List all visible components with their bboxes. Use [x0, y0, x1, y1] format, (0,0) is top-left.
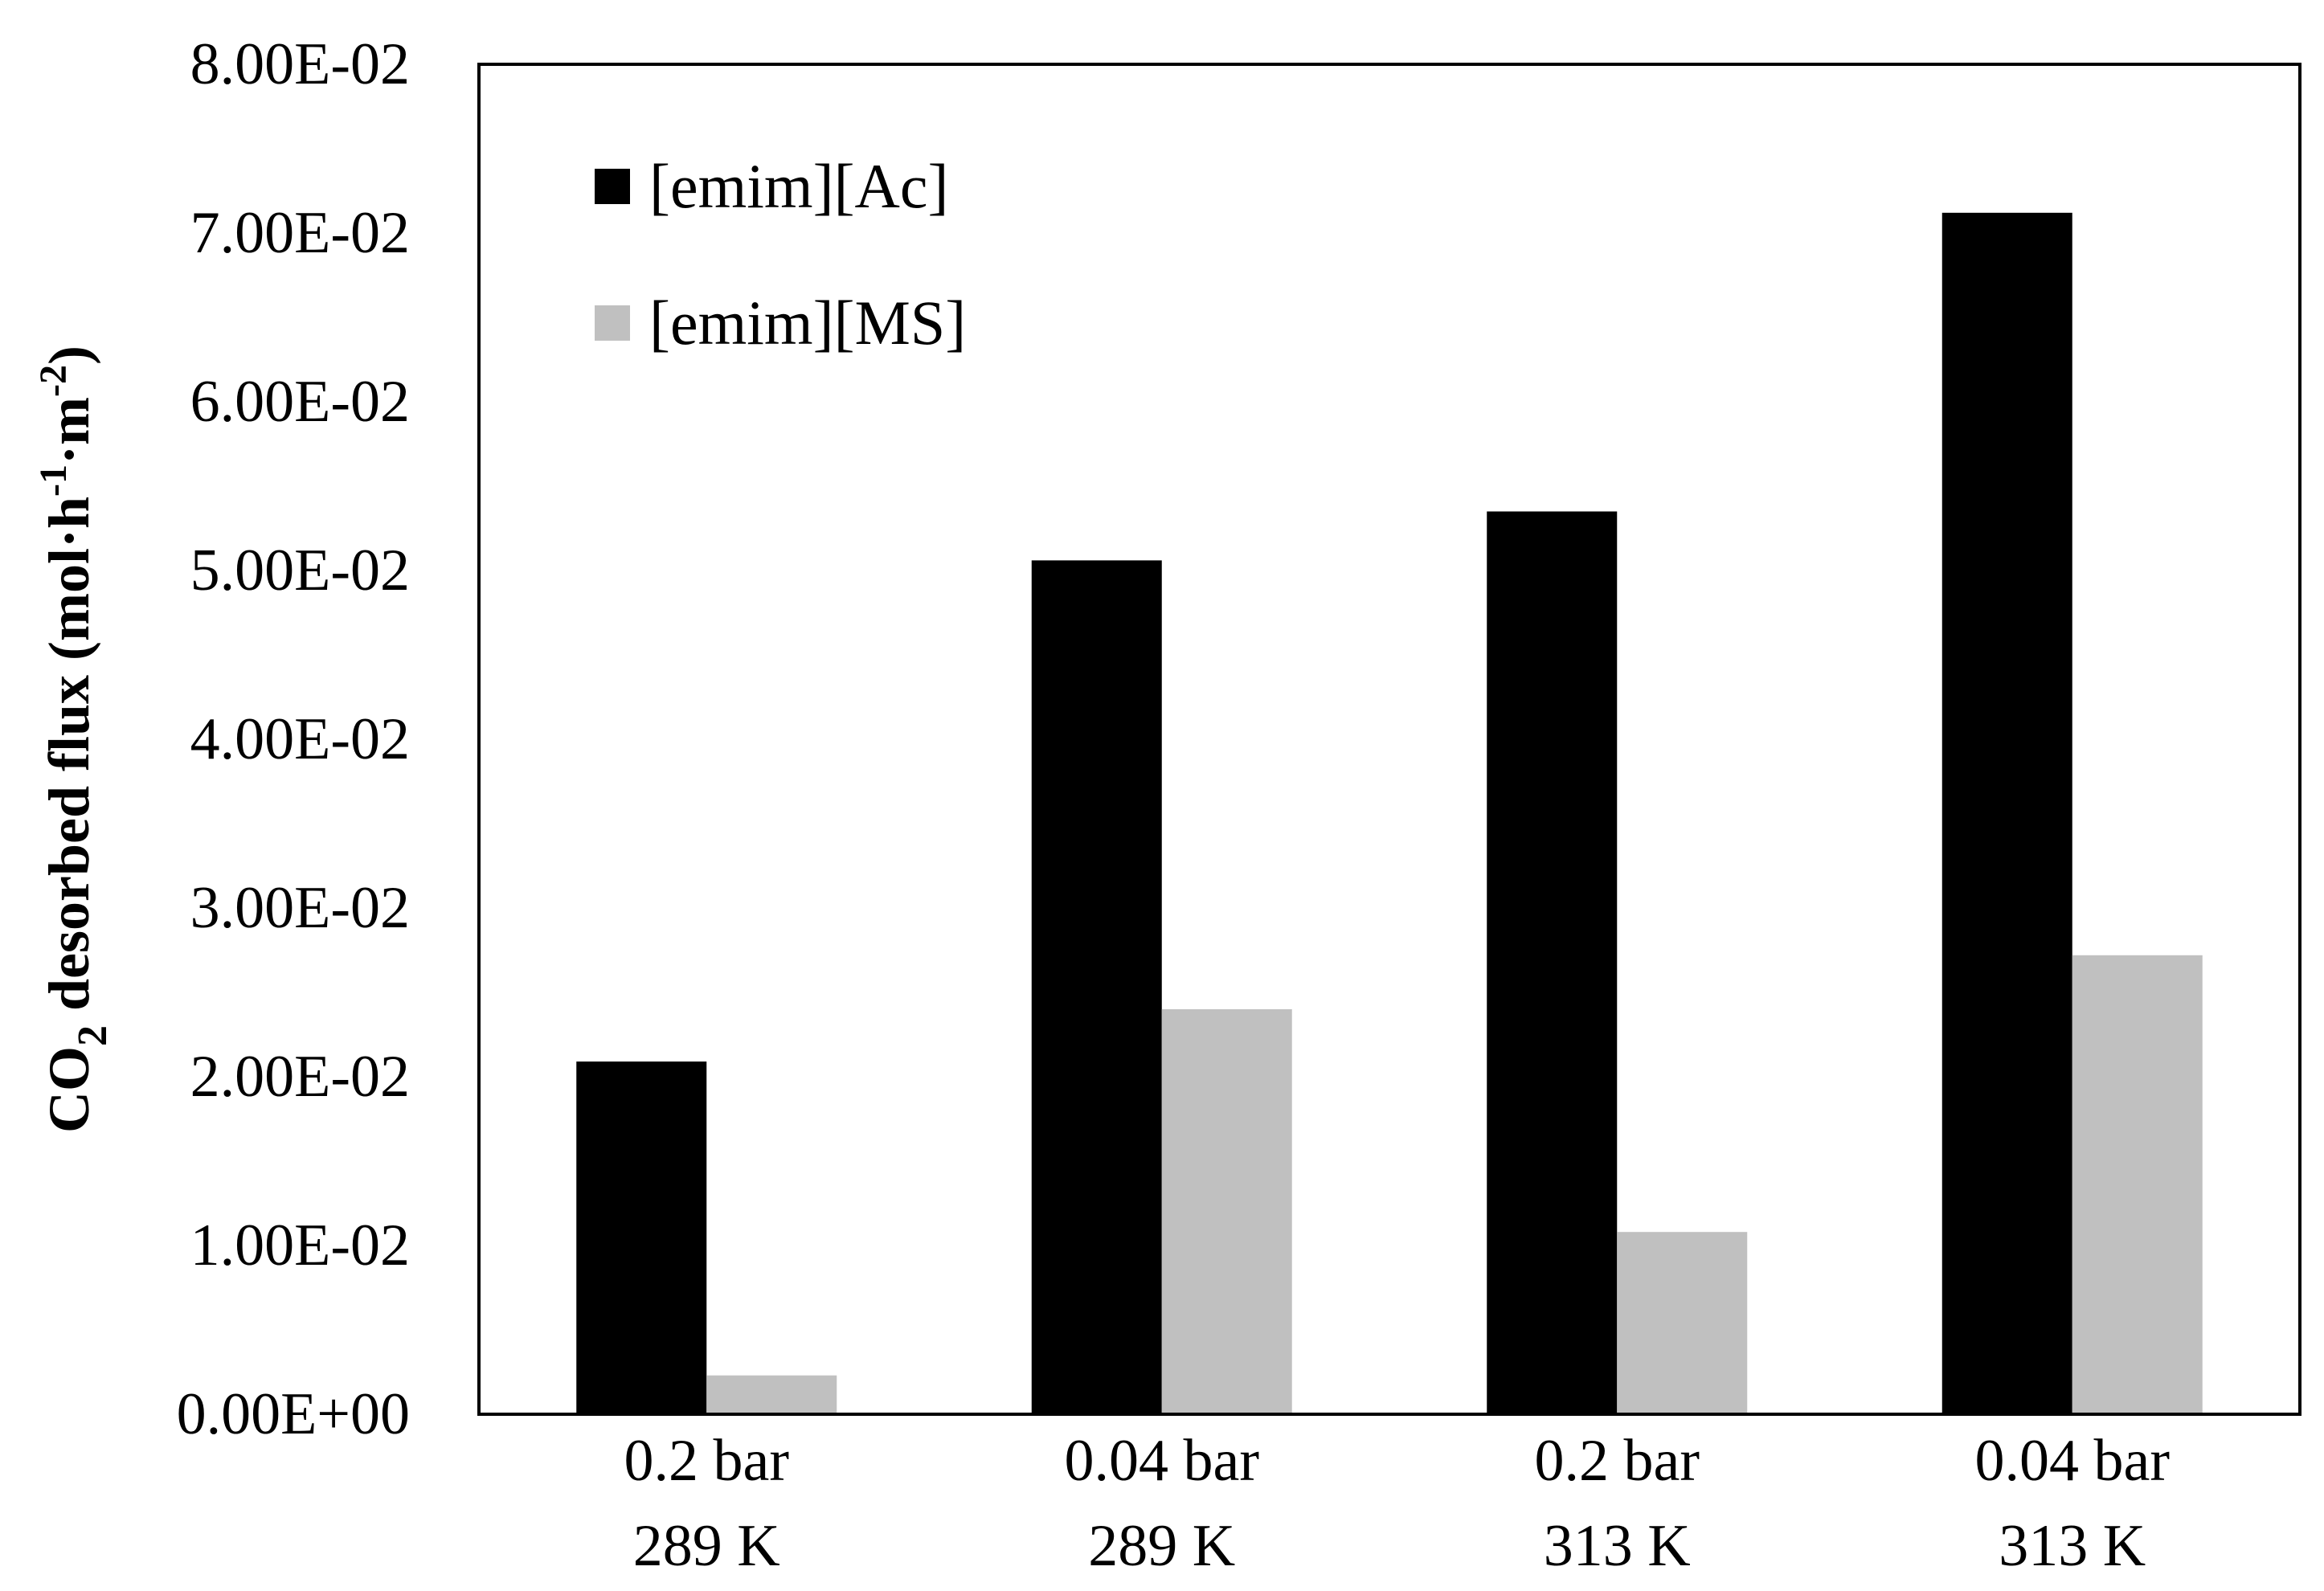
x-category-label-line2: 289 K	[1088, 1513, 1235, 1579]
x-category-label-line1: 0.2 bar	[1535, 1428, 1700, 1494]
bar-emim-ms	[1161, 1009, 1292, 1414]
y-tick-label: 6.00E-02	[190, 369, 410, 435]
bar-emim-ac	[1031, 560, 1162, 1414]
y-tick-label: 1.00E-02	[190, 1213, 410, 1278]
legend: [emim][Ac] [emim][MS]	[595, 151, 966, 358]
x-category-label-line2: 313 K	[1999, 1513, 2146, 1579]
bar-emim-ac	[1941, 212, 2072, 1414]
y-tick-label: 5.00E-02	[190, 538, 410, 603]
legend-label: [emim][MS]	[649, 288, 966, 358]
bar-emim-ac	[1487, 511, 1618, 1414]
bar-emim-ms	[2072, 955, 2203, 1414]
x-category-label-line1: 0.04 bar	[1065, 1428, 1260, 1494]
y-tick-label: 7.00E-02	[190, 200, 410, 266]
bar-emim-ms	[1617, 1232, 1748, 1414]
y-axis-label-superscript-1: -1	[32, 464, 75, 497]
legend-swatch	[595, 305, 630, 341]
y-axis-ticks: 0.00E+00 1.00E-02 2.00E-02 3.00E-02 4.00E-02…	[177, 31, 410, 1447]
y-tick-label: 4.00E-02	[190, 706, 410, 772]
y-axis-label-superscript-2: -2	[32, 365, 75, 397]
bars-group	[576, 212, 2203, 1414]
y-tick-label: 2.00E-02	[190, 1044, 410, 1110]
bar-emim-ac	[576, 1061, 707, 1414]
y-tick-label: 3.00E-02	[190, 875, 410, 941]
y-axis-label-suffix: )	[37, 346, 101, 365]
legend-label: [emim][Ac]	[649, 151, 948, 221]
y-axis-label-subscript: 2	[70, 1025, 116, 1046]
y-axis-label-mid: ·m	[37, 397, 101, 464]
y-axis-label: CO2 desorbed flux (mol·h-1·m-2)	[32, 346, 116, 1133]
y-tick-label: 0.00E+00	[177, 1381, 410, 1447]
y-axis-label-main: desorbed flux (mol·h	[37, 497, 101, 1025]
x-category-label-line2: 313 K	[1544, 1513, 1691, 1579]
x-category-label-line1: 0.04 bar	[1975, 1428, 2171, 1494]
y-axis-label-prefix: CO	[37, 1046, 101, 1133]
x-axis-categories: 0.2 bar 289 K 0.04 bar 289 K 0.2 bar 313 K 0.0…	[624, 1428, 2171, 1579]
y-tick-label: 8.00E-02	[190, 31, 410, 97]
x-category-label-line2: 289 K	[633, 1513, 780, 1579]
legend-swatch	[595, 169, 630, 204]
bar-emim-ms	[706, 1375, 837, 1414]
plot-area-frame	[477, 63, 2301, 1416]
x-category-label-line1: 0.2 bar	[624, 1428, 790, 1494]
